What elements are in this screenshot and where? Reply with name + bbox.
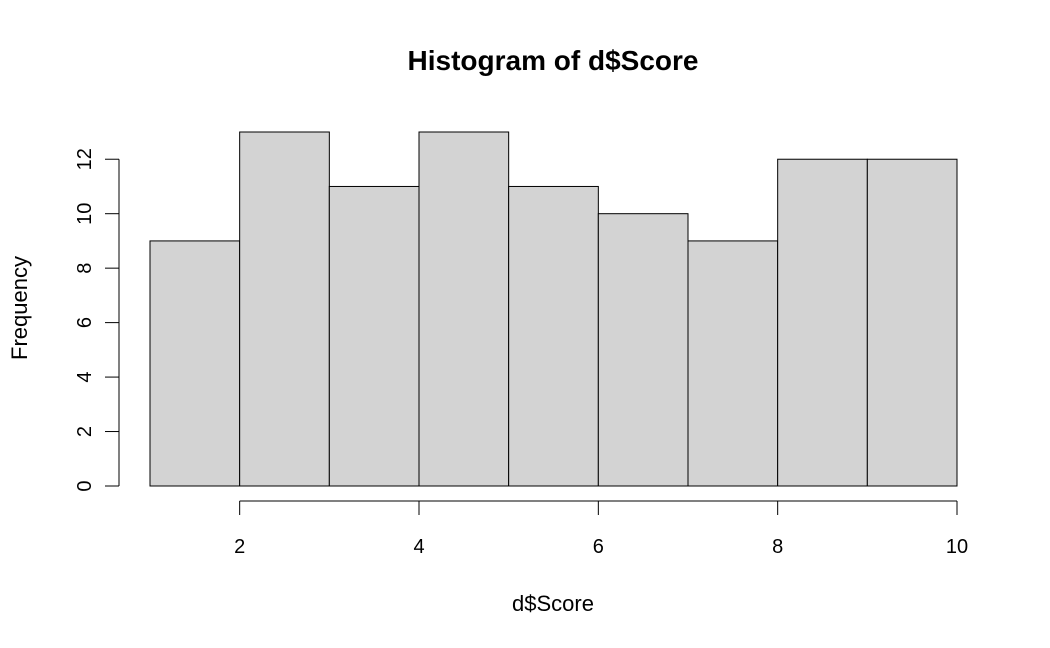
histogram-bar-3 (328, 185, 420, 487)
x-tick-label: 8 (772, 536, 783, 558)
x-axis-label: d$Score (512, 591, 594, 616)
y-axis-label: Frequency (7, 256, 32, 360)
histogram-bar-5 (508, 185, 599, 487)
x-tick-label: 4 (413, 536, 424, 558)
histogram-bar-1 (149, 240, 241, 487)
y-tick-label: 0 (74, 480, 96, 491)
histogram-bar-7 (687, 240, 779, 487)
histogram-bars (149, 131, 958, 487)
x-tick-label: 2 (234, 536, 245, 558)
histogram-bar-6 (597, 213, 689, 487)
histogram-bar-8 (777, 158, 868, 487)
y-tick-label: 12 (74, 148, 96, 170)
y-tick-label: 6 (74, 317, 96, 328)
y-tick-label: 4 (74, 372, 96, 383)
y-tick-label: 2 (74, 426, 96, 437)
y-tick-label: 8 (74, 263, 96, 274)
x-tick-label: 10 (946, 536, 968, 558)
y-axis-ticks: 0 2 4 6 8 10 12 (74, 148, 119, 492)
x-tick-label: 6 (593, 536, 604, 558)
y-tick-label: 10 (74, 203, 96, 225)
chart-title: Histogram of d$Score (408, 45, 699, 76)
histogram-bar-2 (239, 131, 330, 487)
x-axis-ticks: 2 4 6 8 10 (234, 501, 968, 558)
histogram-bar-4 (418, 131, 510, 487)
histogram-bar-9 (866, 158, 958, 487)
